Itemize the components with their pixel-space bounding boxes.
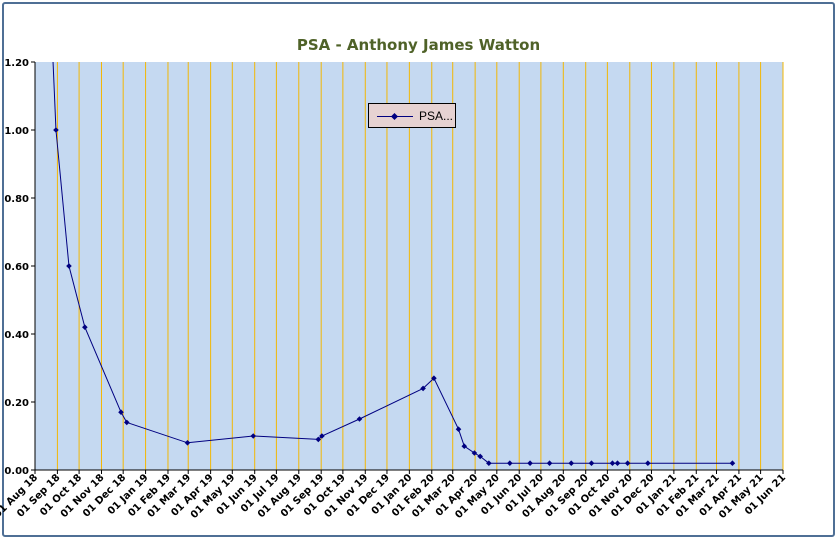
data-point — [486, 460, 492, 466]
data-point — [82, 324, 88, 330]
data-point — [471, 450, 478, 456]
data-point — [184, 440, 191, 446]
grid-lines — [56, 62, 784, 470]
data-point — [568, 460, 575, 466]
data-point — [118, 409, 124, 415]
data-point — [614, 460, 621, 466]
legend-diamond-marker — [390, 112, 399, 121]
data-point — [461, 443, 468, 449]
data-point — [527, 460, 533, 466]
data-point — [455, 426, 462, 432]
data-point — [588, 460, 595, 466]
data-point — [420, 385, 426, 392]
chart-title: PSA - Anthony James Watton — [296, 36, 541, 54]
y-tick-label: 0.40 — [4, 330, 29, 341]
data-point — [356, 416, 363, 422]
y-axis-ticks: 0.00 0.20 0.40 0.60 0.80 1.00 1.20 — [4, 58, 35, 477]
data-point — [250, 433, 257, 439]
series-psa — [52, 62, 736, 466]
data-point — [507, 460, 513, 466]
data-point — [123, 419, 130, 426]
y-tick-label: 0.20 — [4, 398, 29, 409]
data-point — [315, 436, 322, 443]
y-tick-label: 0.60 — [4, 262, 29, 273]
data-point — [431, 375, 437, 381]
data-point — [624, 460, 631, 466]
data-point — [66, 263, 72, 269]
series-lead-in — [52, 62, 57, 131]
chart-legend: PSA... — [368, 103, 456, 128]
y-tick-label: 0.00 — [4, 466, 29, 477]
data-point — [319, 433, 325, 439]
data-point — [477, 453, 483, 460]
data-point — [645, 460, 651, 466]
legend-label: PSA... — [419, 109, 454, 123]
y-tick-label: 1.00 — [4, 126, 29, 137]
data-point — [609, 460, 616, 466]
y-tick-label: 0.80 — [4, 194, 29, 205]
data-point — [546, 460, 553, 466]
y-tick-label: 1.20 — [4, 58, 29, 69]
data-point — [53, 127, 59, 133]
data-point — [729, 460, 736, 466]
